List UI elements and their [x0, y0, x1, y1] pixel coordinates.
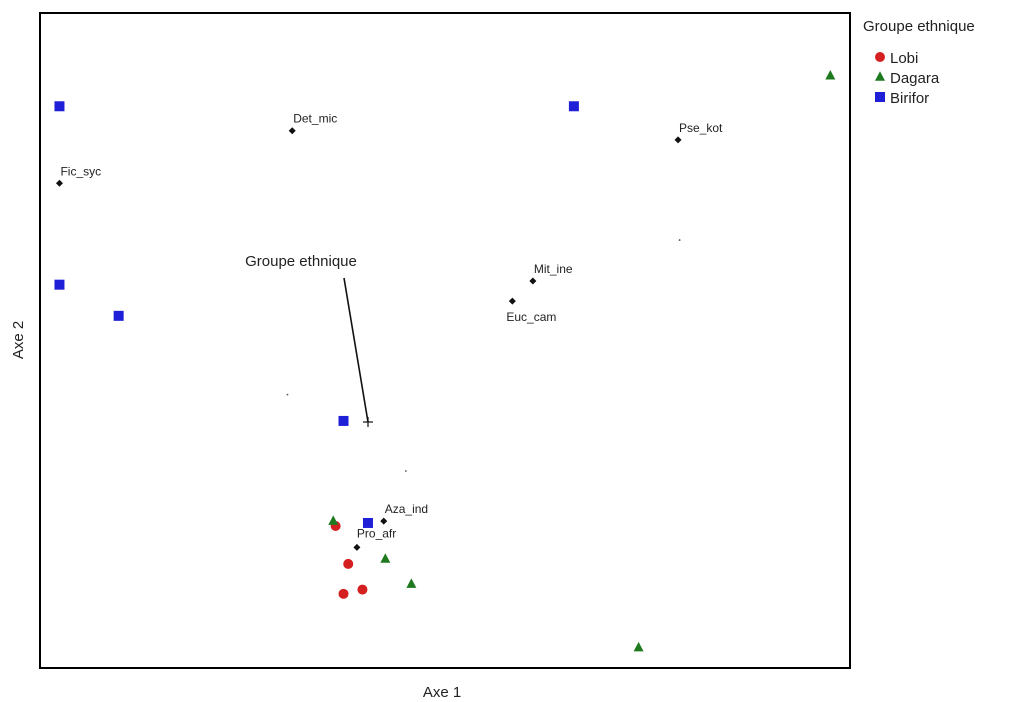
legend: Groupe ethnique Lobi Dagara Birifor [863, 18, 975, 107]
species-label-fic-syc: Fic_syc [60, 164, 101, 178]
vector-label: Groupe ethnique [245, 253, 357, 270]
point-dagara-1 [328, 515, 339, 525]
species-layer: Det_mic Pse_kot Fic_syc Mit_ine Euc_cam Aza_i… [55, 112, 723, 551]
legend-marker-lobi [875, 52, 885, 62]
legend-label-lobi: Lobi [890, 50, 918, 67]
species-point-pro-afr [353, 543, 361, 551]
point-lobi-1 [343, 558, 354, 569]
species-label-det-mic: Det_mic [293, 112, 337, 126]
species-point-aza-ind [380, 517, 388, 525]
legend-label-birifor: Birifor [890, 90, 929, 107]
species-label-pse-kot: Pse_kot [679, 121, 723, 135]
legend-marker-birifor [875, 92, 885, 102]
species-point-fic-syc [55, 179, 63, 187]
plot-frame [39, 12, 851, 669]
point-lobi-2 [338, 588, 349, 599]
species-label-aza-ind: Aza_ind [385, 502, 428, 516]
vector-arrow [343, 277, 369, 423]
legend-entries: Lobi Dagara Birifor [875, 50, 940, 107]
species-point-euc-cam [508, 297, 516, 305]
point-dagara-3 [406, 578, 417, 588]
speck-0 [678, 239, 681, 241]
species-label-mit-ine: Mit_ine [534, 262, 573, 276]
point-dagara-0 [825, 69, 836, 80]
point-dagara-2 [380, 553, 391, 563]
species-point-det-mic [288, 127, 296, 135]
speck-2 [404, 470, 407, 472]
species-label-pro-afr: Pro_afr [357, 526, 396, 540]
point-birifor-1 [568, 101, 579, 112]
vector-layer: Groupe ethnique [245, 239, 681, 472]
legend-label-dagara: Dagara [890, 70, 940, 87]
point-lobi-3 [357, 584, 368, 595]
species-point-pse-kot [674, 136, 682, 144]
point-dagara-4 [633, 641, 644, 652]
legend-title: Groupe ethnique [863, 18, 975, 35]
point-birifor-4 [338, 415, 349, 426]
point-birifor-0 [54, 101, 65, 112]
legend-marker-dagara [875, 71, 885, 81]
species-point-mit-ine [529, 277, 537, 285]
speck-1 [286, 393, 289, 396]
point-birifor-2 [54, 279, 65, 290]
point-birifor-5 [362, 517, 373, 528]
points-layer [54, 69, 836, 652]
species-label-euc-cam: Euc_cam [506, 310, 556, 324]
y-axis-label: Axe 2 [10, 321, 27, 359]
point-birifor-3 [113, 310, 124, 321]
x-axis-label: Axe 1 [423, 684, 461, 701]
